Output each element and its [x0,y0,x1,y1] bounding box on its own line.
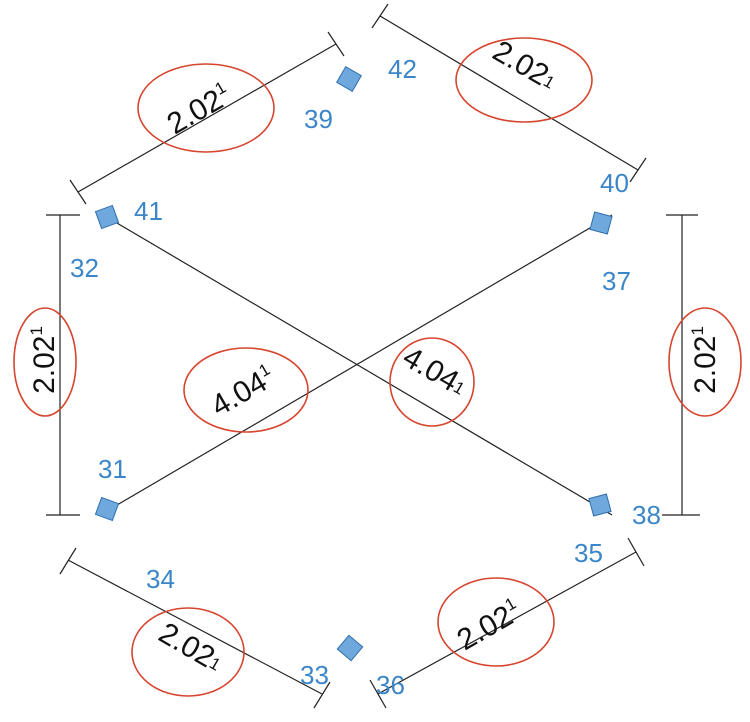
node-label: 31 [98,454,127,484]
dim-sup: 1 [688,326,707,335]
dim-tick [327,31,345,57]
node-label: 35 [574,538,603,568]
node-label: 41 [134,196,163,226]
dim-label: 4.041 [205,360,281,423]
dimension-lines [46,3,700,709]
dim-line [77,43,337,193]
markers [94,66,613,662]
highlight [183,347,309,433]
dim-tick [369,679,387,709]
column-marker [94,496,120,522]
node-label: 40 [600,168,629,198]
dimension-labels: 2.021 2.021 2.021 2.021 4.041 4.041 2.02… [13,35,742,697]
highlight [455,37,593,123]
dim-label: 2.021 [688,326,722,394]
column-marker [336,634,364,662]
dim-line [99,214,613,516]
node-label: 32 [70,253,99,283]
dim-tick [59,547,77,575]
node-label: 38 [632,500,661,530]
dim-label: 2.021 [487,35,562,98]
node-label: 34 [146,564,175,594]
dim-label: 2.021 [451,594,527,657]
highlight [131,607,245,697]
dim-tick [313,681,331,709]
dim-line [67,559,323,695]
node-label: 36 [376,670,405,700]
highlight [137,63,275,153]
node-label: 33 [300,660,329,690]
dim-label: 2.021 [161,78,237,141]
dim-tick [629,157,647,183]
highlight [668,307,742,417]
dim-line [377,551,637,695]
highlight [437,577,555,667]
dim-value: 2.02 [689,336,722,394]
node-label: 39 [304,104,333,134]
dim-line [379,15,639,171]
dim-line [99,212,613,516]
column-marker [94,204,120,230]
column-marker [589,211,613,235]
highlight [389,337,475,427]
column-marker [336,66,362,92]
dim-tick [69,179,87,205]
column-marker [588,493,612,517]
dim-tick [371,3,389,29]
dim-tick [627,537,645,567]
highlight [13,307,77,417]
node-label: 37 [602,266,631,296]
dim-label: 2.021 [27,326,61,394]
dim-label: 2.021 [153,617,228,680]
node-labels: 42 39 41 32 40 37 31 38 35 34 33 36 [70,54,661,700]
node-label: 42 [388,54,417,84]
dim-sup: 1 [27,326,46,335]
dim-value: 2.02 [28,336,61,394]
